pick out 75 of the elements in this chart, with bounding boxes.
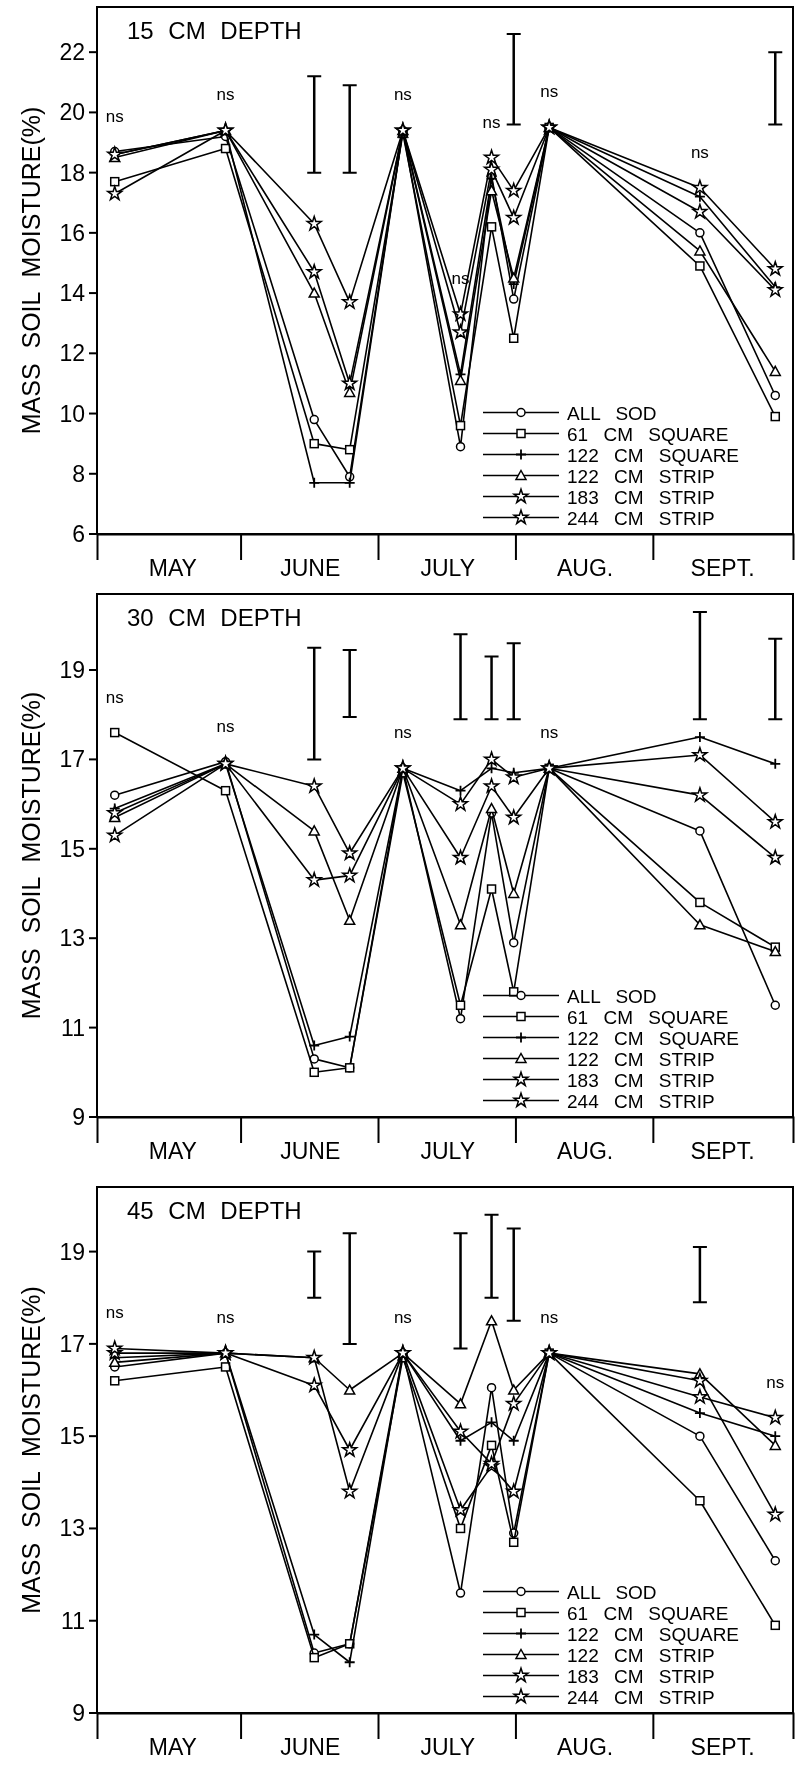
annotation: ns [393, 723, 412, 743]
y-tick-label: 22 [59, 39, 85, 66]
annotation: ns [766, 1372, 785, 1392]
y-tick-label: 12 [59, 340, 85, 367]
y-tick-label: 18 [59, 159, 85, 186]
y-tick-label: 9 [72, 1104, 85, 1130]
legend-label: 122 CM STRIP [567, 1644, 715, 1666]
x-tick-label: JUNE [280, 1138, 341, 1165]
annotation: ns [216, 716, 235, 736]
y-tick-label: 8 [72, 460, 85, 487]
x-tick-label: AUG. [557, 555, 614, 582]
chart-title: 30 CM DEPTH [127, 604, 302, 631]
y-tick-label: 15 [59, 1423, 85, 1450]
legend-label: 122 CM SQUARE [567, 1623, 740, 1645]
legend-label: 61 CM SQUARE [567, 1602, 729, 1624]
x-tick-label: AUG. [557, 1138, 614, 1165]
x-tick-label: AUG. [557, 1734, 614, 1761]
legend-label: 122 CM SQUARE [567, 444, 740, 466]
y-tick-label: 13 [59, 925, 85, 952]
x-tick-label: JULY [420, 1138, 475, 1165]
y-tick-label: 16 [59, 219, 85, 246]
legend-label: 122 CM SQUARE [567, 1027, 740, 1049]
y-tick-label: 11 [61, 1607, 85, 1634]
y-tick-label: 17 [59, 746, 85, 773]
y-axis-title: MASS SOIL MOISTURE(%) [17, 106, 45, 435]
x-tick-label: JUNE [280, 555, 341, 582]
x-tick-label: JUNE [280, 1734, 341, 1761]
legend-label: ALL SOD [567, 402, 657, 424]
legend-label: 61 CM SQUARE [567, 423, 729, 445]
annotation: ns [690, 142, 709, 162]
legend-label: 244 CM STRIP [567, 1090, 715, 1112]
x-tick-label: JULY [420, 1734, 475, 1761]
annotation: ns [216, 1308, 235, 1328]
y-tick-label: 19 [59, 1238, 85, 1265]
annotation: ns [540, 1308, 559, 1328]
x-tick-label: SEPT. [690, 555, 755, 582]
y-tick-label: 17 [59, 1330, 85, 1357]
x-tick-label: SEPT. [690, 1734, 755, 1761]
legend-label: 183 CM STRIP [567, 1665, 715, 1687]
annotation: ns [482, 112, 501, 132]
legend-label: 183 CM STRIP [567, 486, 715, 508]
y-tick-label: 9 [72, 1700, 85, 1726]
x-tick-label: SEPT. [690, 1138, 755, 1165]
chart-title: 45 CM DEPTH [127, 1197, 302, 1224]
y-axis-title: MASS SOIL MOISTURE(%) [17, 1286, 45, 1614]
x-tick-label: MAY [148, 1138, 197, 1165]
y-tick-label: 15 [59, 835, 85, 862]
y-tick-label: 10 [59, 400, 85, 427]
annotation: ns [393, 85, 412, 105]
y-tick-label: 11 [61, 1014, 85, 1041]
y-tick-label: 14 [59, 280, 86, 307]
y-axis-title: MASS SOIL MOISTURE(%) [17, 691, 45, 1020]
y-tick-label: 6 [72, 521, 85, 547]
annotation: ns [540, 82, 559, 102]
chart-title: 15 CM DEPTH [127, 17, 302, 44]
annotation: ns [105, 1303, 124, 1323]
legend-label: ALL SOD [567, 985, 657, 1007]
y-tick-label: 13 [59, 1515, 85, 1542]
annotation: ns [105, 687, 124, 707]
legend-label: 244 CM STRIP [567, 507, 715, 529]
annotation: ns [105, 106, 124, 126]
x-tick-label: MAY [148, 555, 197, 582]
legend-label: ALL SOD [567, 1581, 657, 1603]
legend-label: 122 CM STRIP [567, 465, 715, 487]
y-tick-label: 19 [59, 656, 85, 683]
annotation: ns [540, 723, 559, 743]
x-tick-label: MAY [148, 1734, 197, 1761]
legend-label: 183 CM STRIP [567, 1069, 715, 1091]
legend-label: 244 CM STRIP [567, 1686, 715, 1708]
y-tick-label: 20 [59, 99, 85, 126]
legend-label: 61 CM SQUARE [567, 1006, 729, 1028]
x-tick-label: JULY [420, 555, 475, 582]
legend-label: 122 CM STRIP [567, 1048, 715, 1070]
annotation: ns [216, 85, 235, 105]
annotation: ns [393, 1308, 412, 1328]
